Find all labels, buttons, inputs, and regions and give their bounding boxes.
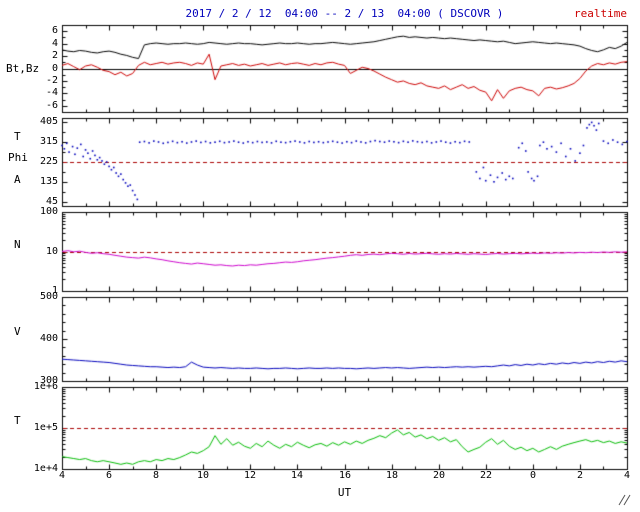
axis-left-label-phi: A <box>14 173 21 186</box>
x-tick-label: 0 <box>529 470 537 481</box>
x-tick-label: 22 <box>479 470 493 481</box>
y-tick-label: 1e+5 <box>33 422 58 433</box>
realtime-badge: realtime <box>574 7 627 20</box>
y-tick-label: 2 <box>51 50 58 61</box>
y-tick-label: -4 <box>45 87 58 98</box>
y-tick-label: 0 <box>51 63 58 74</box>
chart-title: 2017 / 2 / 12 04:00 -- 2 / 13 04:00 ( DS… <box>185 7 504 20</box>
axis-left-label-bt-bz: Bt,Bz <box>6 62 40 75</box>
axis-left-label-phi: T <box>14 130 21 143</box>
y-tick-label: 135 <box>39 176 58 187</box>
corner-hatch-icon <box>618 494 631 506</box>
axis-left-label-speed: V <box>14 325 21 338</box>
x-tick-label: 4 <box>623 470 631 481</box>
axis-left-label-density: N <box>14 238 21 251</box>
y-tick-label: 1 <box>51 285 58 296</box>
y-tick-label: 4 <box>51 38 58 49</box>
x-axis-title: UT <box>337 486 352 499</box>
y-tick-label: 500 <box>39 291 58 302</box>
axis-left-label-temperature: T <box>14 414 21 427</box>
y-tick-label: 1e+4 <box>33 463 58 474</box>
y-tick-label: -6 <box>45 100 58 111</box>
x-tick-label: 6 <box>105 470 113 481</box>
x-tick-label: 12 <box>243 470 257 481</box>
x-tick-label: 14 <box>290 470 304 481</box>
y-tick-label: 45 <box>45 196 58 207</box>
y-tick-label: 300 <box>39 375 58 386</box>
x-tick-label: 20 <box>432 470 446 481</box>
y-tick-label: 315 <box>39 136 58 147</box>
x-tick-label: 8 <box>152 470 160 481</box>
x-tick-label: 4 <box>58 470 66 481</box>
y-tick-label: 405 <box>39 116 58 127</box>
y-tick-label: 6 <box>51 25 58 36</box>
y-tick-label: 10 <box>45 246 58 257</box>
x-tick-label: 16 <box>338 470 352 481</box>
y-tick-label: -2 <box>45 75 58 86</box>
y-tick-label: 225 <box>39 156 58 167</box>
axis-left-label-phi: Phi <box>8 151 28 164</box>
y-tick-label: 1e+6 <box>33 381 58 392</box>
x-tick-label: 10 <box>196 470 210 481</box>
y-tick-label: 400 <box>39 333 58 344</box>
x-tick-label: 2 <box>576 470 584 481</box>
y-tick-label: 100 <box>39 206 58 217</box>
x-tick-label: 18 <box>385 470 399 481</box>
